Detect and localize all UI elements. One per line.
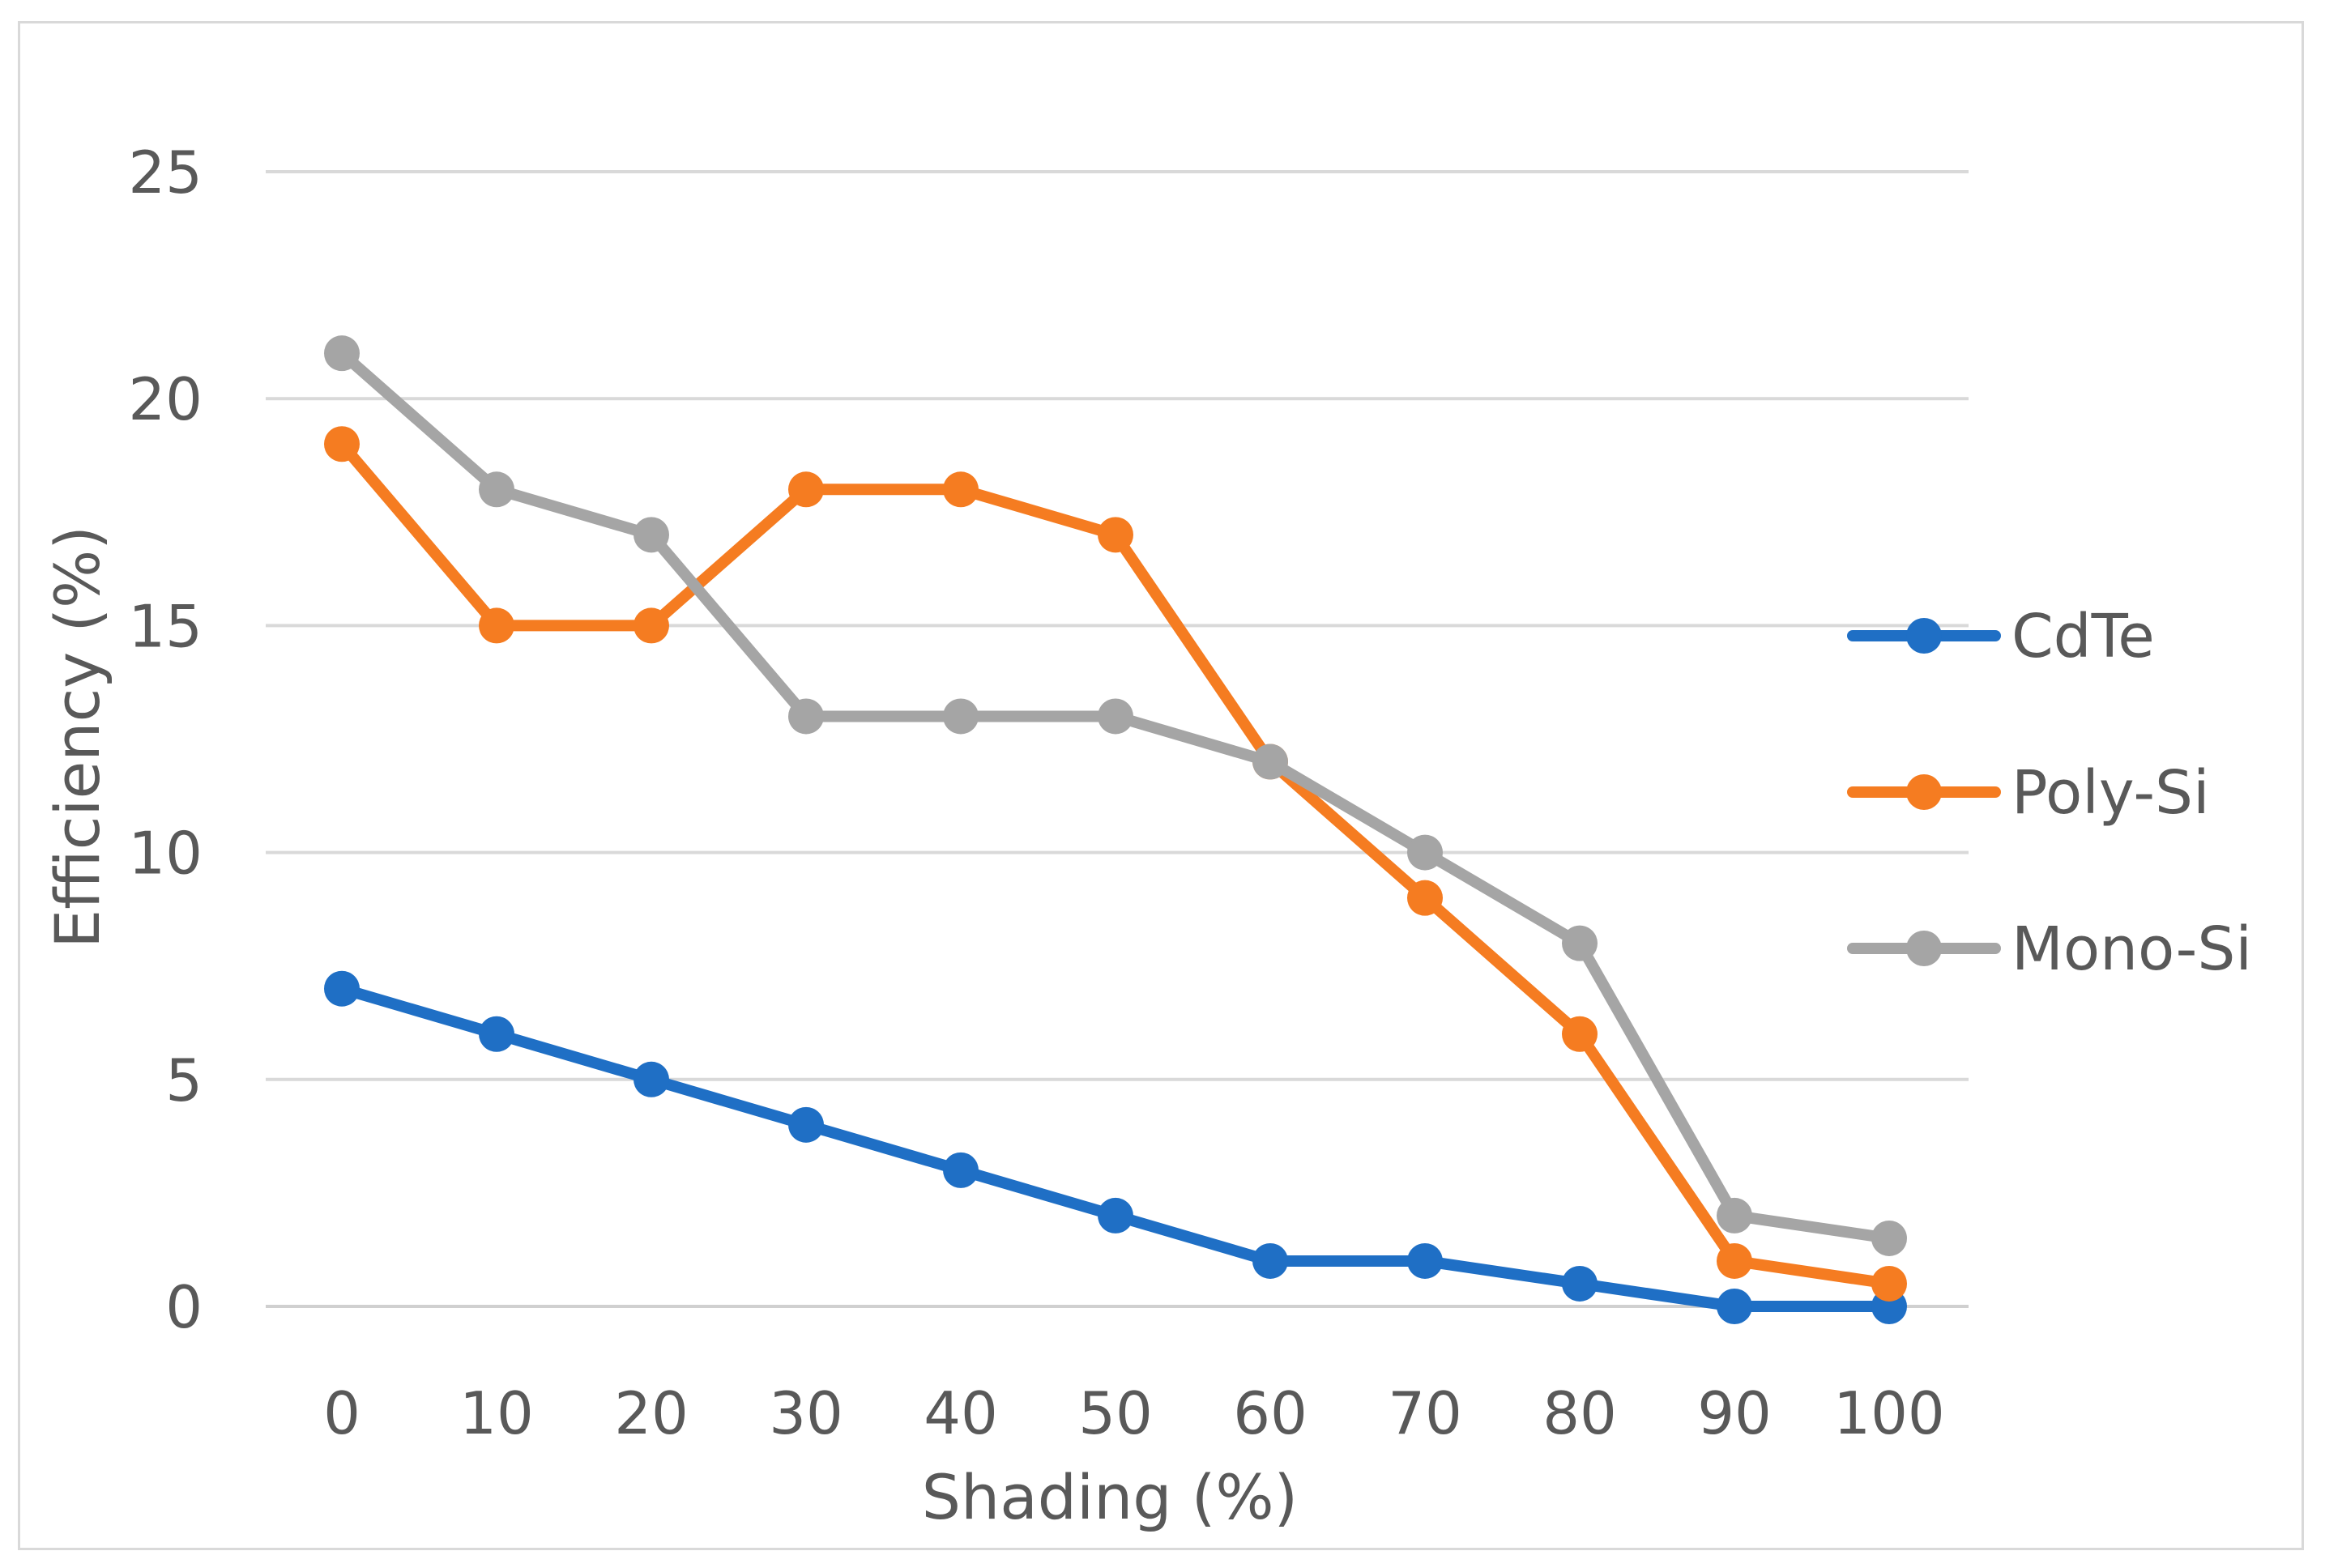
- legend-swatch-marker: [1906, 931, 1942, 966]
- data-point: [1562, 1265, 1598, 1302]
- gridlines: [266, 170, 1969, 1308]
- y-axis-title: Efficiency (%): [41, 526, 113, 948]
- data-point: [324, 970, 360, 1007]
- data-point: [1871, 1265, 1907, 1302]
- legend-label: Mono-Si: [2011, 914, 2252, 984]
- data-point: [788, 1106, 824, 1143]
- y-tick-label: 5: [165, 1046, 203, 1114]
- data-point: [479, 471, 514, 508]
- y-tick-label: 15: [128, 592, 203, 660]
- legend: CdTe Poly-Si Mono-Si: [1847, 602, 2252, 984]
- y-tick-label: 0: [165, 1273, 203, 1341]
- data-point: [479, 607, 514, 644]
- data-point: [943, 471, 979, 508]
- x-tick-label: 80: [1542, 1379, 1617, 1447]
- y-tick-label: 10: [128, 820, 203, 888]
- y-axis-ticks: 0 5 10 15 20 25: [128, 138, 203, 1341]
- data-point: [1252, 1242, 1288, 1279]
- series-cdte: [324, 970, 1907, 1324]
- x-tick-label: 40: [924, 1379, 998, 1447]
- x-tick-label: 0: [323, 1379, 360, 1447]
- y-tick-label: 25: [128, 138, 203, 207]
- data-point: [943, 1152, 979, 1188]
- series-mono-si: [324, 335, 1907, 1256]
- legend-item-mono-si: Mono-Si: [1847, 914, 2252, 984]
- x-tick-label: 10: [459, 1379, 534, 1447]
- data-point: [1871, 1220, 1907, 1256]
- data-point: [324, 426, 360, 462]
- x-tick-label: 60: [1233, 1379, 1308, 1447]
- x-tick-label: 70: [1388, 1379, 1462, 1447]
- x-axis-title: Shading (%): [922, 1461, 1298, 1533]
- y-tick-label: 20: [128, 365, 203, 433]
- data-point: [1717, 1242, 1752, 1279]
- data-point: [1252, 744, 1288, 780]
- legend-swatch-marker: [1906, 618, 1942, 654]
- data-point: [324, 335, 360, 372]
- data-point: [1407, 1242, 1443, 1279]
- legend-item-cdte: CdTe: [1847, 602, 2155, 671]
- data-point: [1098, 517, 1133, 553]
- data-point: [1717, 1289, 1752, 1324]
- legend-item-poly-si: Poly-Si: [1847, 758, 2210, 828]
- legend-swatch-marker: [1906, 774, 1942, 810]
- data-point: [1407, 834, 1443, 871]
- x-tick-label: 20: [614, 1379, 689, 1447]
- data-point: [1407, 880, 1443, 916]
- data-point: [1717, 1197, 1752, 1234]
- series-lines: [324, 335, 1907, 1324]
- data-point: [634, 517, 669, 553]
- x-axis-ticks: 0 10 20 30 40 50 60 70 80 90 100: [323, 1379, 1945, 1447]
- data-point: [788, 698, 824, 735]
- data-point: [479, 1016, 514, 1052]
- legend-label: Poly-Si: [2011, 758, 2210, 828]
- data-point: [1098, 698, 1133, 735]
- data-point: [634, 1061, 669, 1097]
- data-point: [1098, 1197, 1133, 1234]
- data-point: [1562, 1016, 1598, 1052]
- data-point: [1562, 925, 1598, 961]
- data-point: [788, 471, 824, 508]
- legend-label: CdTe: [2011, 602, 2155, 671]
- data-point: [634, 607, 669, 644]
- series-poly-si: [324, 426, 1907, 1302]
- x-tick-label: 50: [1078, 1379, 1153, 1447]
- x-tick-label: 90: [1697, 1379, 1772, 1447]
- series-line-mono-si: [336, 347, 1895, 1244]
- x-tick-label: 100: [1833, 1379, 1944, 1447]
- series-line-poly-si: [336, 438, 1895, 1289]
- data-point: [943, 698, 979, 735]
- x-tick-label: 30: [769, 1379, 843, 1447]
